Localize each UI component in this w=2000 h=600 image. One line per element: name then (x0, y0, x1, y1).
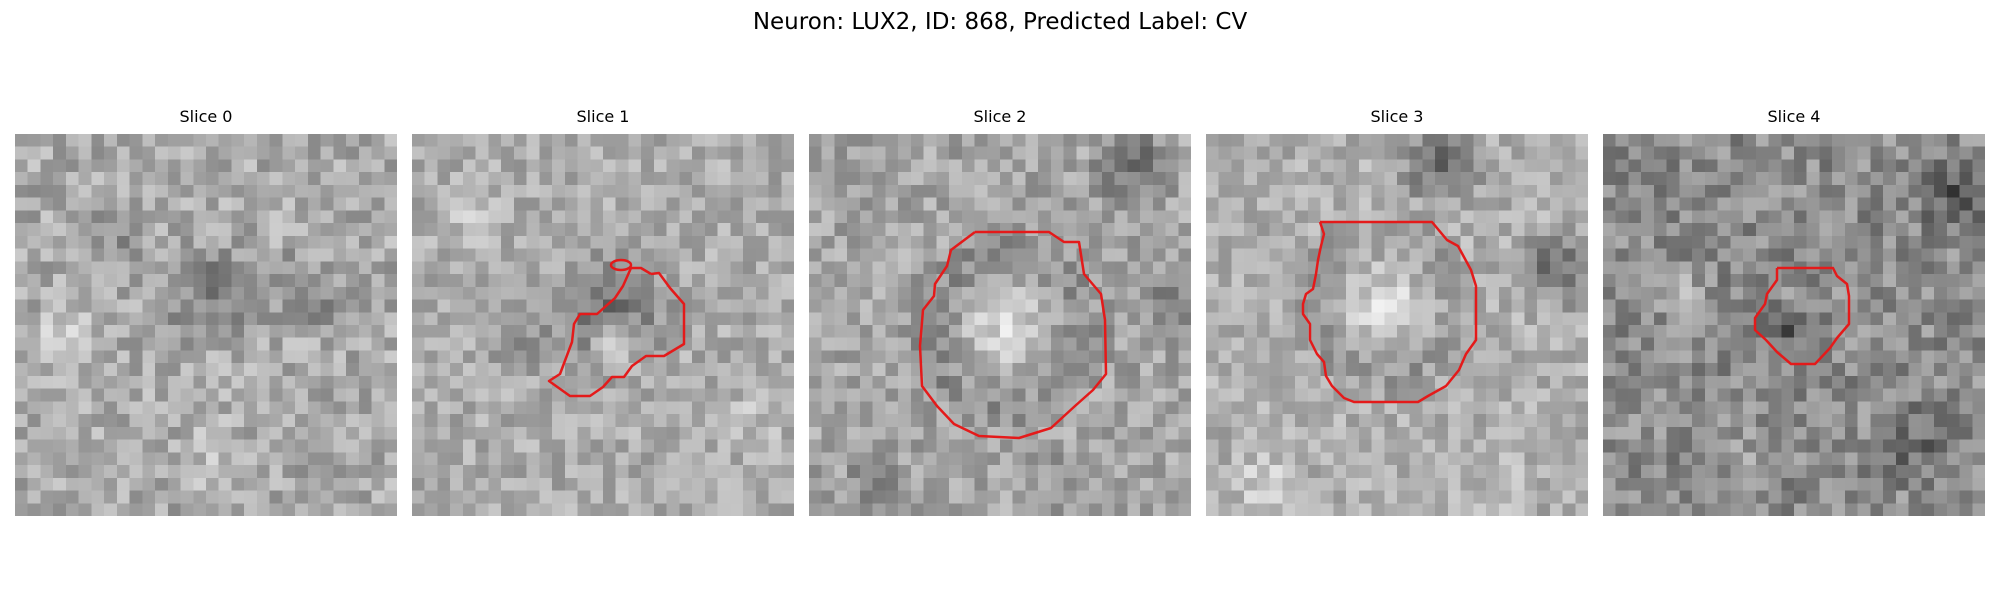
slice-title: Slice 0 (179, 107, 233, 126)
grayscale-image (412, 134, 794, 516)
grayscale-image (1206, 134, 1588, 516)
contour-overlay (547, 258, 686, 398)
slice-image (1603, 134, 1985, 516)
slice-image (1206, 134, 1588, 516)
slice-title: Slice 4 (1767, 107, 1821, 126)
slice-image (412, 134, 794, 516)
segmentation-contour (1753, 266, 1851, 366)
grayscale-image (1603, 134, 1985, 516)
slice-image (15, 134, 397, 516)
segmentation-contour-small (609, 258, 633, 272)
figure-title: Neuron: LUX2, ID: 868, Predicted Label: … (752, 9, 1248, 35)
grayscale-image (809, 134, 1191, 516)
contour-overlay (1301, 220, 1478, 404)
segmentation-contour (1301, 220, 1478, 404)
contour-overlay (1753, 266, 1851, 366)
slice-image (809, 134, 1191, 516)
slice-panel-3: Slice 3 (1206, 107, 1588, 516)
slice-panel-0: Slice 0 (15, 107, 397, 516)
grayscale-image (15, 134, 397, 516)
segmentation-contour (918, 230, 1108, 440)
slice-panel-2: Slice 2 (809, 107, 1191, 516)
contour-overlay (918, 230, 1108, 440)
slice-panel-1: Slice 1 (412, 107, 794, 516)
slice-title: Slice 2 (973, 107, 1027, 126)
slice-title: Slice 3 (1370, 107, 1424, 126)
segmentation-contour (547, 266, 686, 398)
slice-title: Slice 1 (576, 107, 630, 126)
slice-panel-4: Slice 4 (1603, 107, 1985, 516)
